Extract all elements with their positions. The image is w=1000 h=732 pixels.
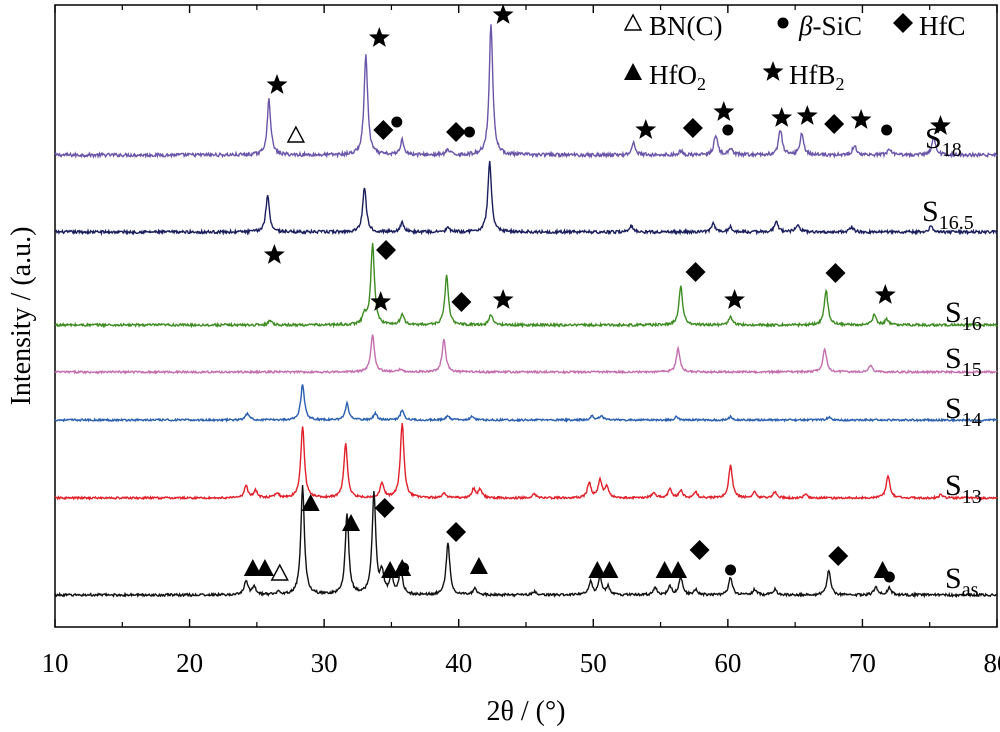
- legend-label: β-SiC: [798, 11, 862, 41]
- traces: [54, 24, 998, 599]
- star-marker: [724, 289, 745, 309]
- diamond-marker: [689, 540, 710, 560]
- x-axis-label: 2θ / (°): [486, 696, 565, 727]
- filled-triangle-marker: [469, 557, 488, 574]
- diamond-legend-icon: [893, 13, 913, 33]
- series-label-S15: S15: [945, 342, 982, 381]
- filled-triangle-marker: [655, 561, 674, 578]
- diamond-marker: [825, 263, 846, 283]
- series-labels: S18 S16.5 S16 S15 S14 S13 Sas: [922, 122, 982, 601]
- legend-label: HfB2: [789, 60, 845, 94]
- legend-label: BN(C): [649, 11, 723, 41]
- plot-frame: [54, 4, 998, 628]
- x-tick-label: 40: [445, 648, 472, 678]
- filled-triangle-marker: [342, 514, 361, 531]
- diamond-marker: [451, 292, 472, 312]
- legend-label: HfC: [919, 11, 966, 41]
- x-tick-label: 70: [849, 648, 876, 678]
- trace-S14: [54, 384, 998, 423]
- circle-marker: [398, 562, 410, 574]
- circle-marker: [883, 571, 895, 583]
- diamond-marker: [824, 114, 845, 134]
- star-marker: [370, 291, 392, 311]
- legend-item: HfB2: [762, 60, 845, 94]
- star-marker: [930, 115, 951, 135]
- x-tick-label: 30: [311, 648, 338, 678]
- y-axis-label: Intensity / (a.u.): [6, 227, 37, 406]
- axes: 10 20 30 40 50 60 70 80: [42, 5, 1000, 678]
- series-label-S18: S18: [925, 122, 962, 161]
- series-label-S14: S14: [945, 392, 982, 431]
- trace-Sas: [54, 485, 998, 599]
- open-triangle-legend-icon: [623, 13, 643, 31]
- trace-S18: [54, 24, 998, 159]
- series-label-Sas: Sas: [945, 562, 979, 601]
- open-triangle-marker: [286, 125, 306, 143]
- star-marker: [850, 109, 872, 129]
- diamond-marker: [376, 240, 397, 260]
- diamond-marker: [374, 498, 395, 518]
- circle-marker: [725, 564, 737, 576]
- diamond-marker: [682, 118, 703, 138]
- star-legend-icon: [762, 61, 784, 81]
- star-marker: [796, 105, 818, 125]
- x-tick-label: 80: [984, 648, 1000, 678]
- legend-item: HfO2: [624, 60, 706, 94]
- diamond-marker: [373, 120, 394, 140]
- phase-markers: [243, 4, 951, 583]
- diamond-marker: [446, 122, 467, 142]
- circle-marker: [391, 116, 403, 128]
- series-label-S16: S16: [945, 296, 982, 335]
- circle-marker: [722, 124, 734, 136]
- legend-label: HfO2: [649, 60, 706, 94]
- x-tick-label: 60: [714, 648, 741, 678]
- legend-item: BN(C): [623, 11, 723, 41]
- star-marker: [263, 244, 285, 264]
- filled-triangle-marker: [588, 561, 607, 578]
- diamond-marker: [446, 522, 467, 542]
- star-marker: [713, 101, 735, 121]
- series-label-S13: S13: [945, 469, 982, 508]
- trace-S16: [54, 242, 998, 329]
- x-tick-label: 50: [580, 648, 607, 678]
- diamond-marker: [685, 262, 706, 282]
- circle-marker: [881, 124, 893, 136]
- star-marker: [492, 289, 514, 309]
- diamond-marker: [828, 546, 849, 566]
- trace-S16.5: [54, 160, 998, 237]
- trace-S15: [54, 334, 998, 375]
- series-label-S16.5: S16.5: [922, 195, 974, 234]
- trace-S13: [54, 423, 998, 501]
- open-triangle-marker: [270, 563, 289, 581]
- x-tick-label: 10: [42, 648, 69, 678]
- filled-triangle-marker: [301, 494, 320, 511]
- star-marker: [635, 119, 657, 139]
- legend-item: β-SiC: [777, 11, 862, 41]
- star-marker: [368, 27, 390, 47]
- star-marker: [266, 74, 288, 94]
- filled-triangle-marker: [243, 559, 262, 576]
- star-marker: [874, 284, 896, 304]
- star-marker: [492, 4, 514, 24]
- circle-legend-icon: [777, 17, 789, 29]
- x-tick-label: 20: [176, 648, 203, 678]
- legend-item: HfC: [893, 11, 966, 41]
- circle-marker: [463, 126, 475, 138]
- filled-triangle-marker: [255, 559, 274, 576]
- filled-triangle-marker: [669, 561, 688, 578]
- star-marker: [771, 107, 793, 127]
- legend: BN(C) β-SiC HfC HfO2 HfB2: [623, 11, 966, 94]
- filled-triangle-legend-icon: [624, 63, 642, 80]
- filled-triangle-marker: [600, 561, 619, 578]
